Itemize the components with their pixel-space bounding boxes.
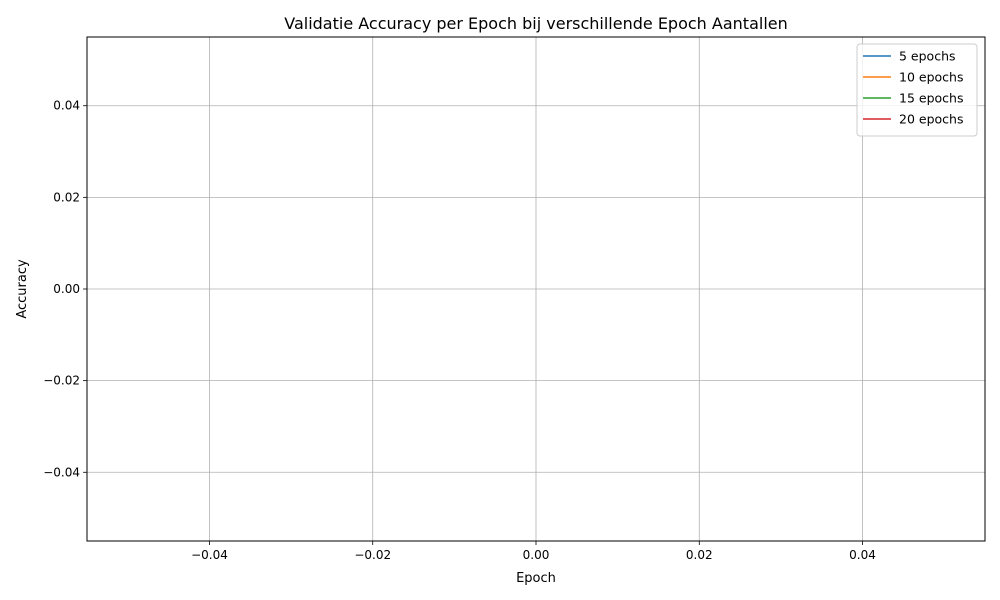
x-tick-label: −0.02 (354, 548, 391, 562)
y-tick-label: −0.04 (43, 465, 80, 479)
y-axis-ticks: −0.04 −0.02 0.00 0.02 0.04 (43, 99, 87, 479)
legend-entry: 10 epochs (899, 70, 963, 85)
legend-entry: 5 epochs (899, 49, 956, 64)
chart-title: Validatie Accuracy per Epoch bij verschi… (284, 14, 788, 33)
x-tick-label: −0.04 (191, 548, 228, 562)
x-tick-label: 0.02 (686, 548, 713, 562)
x-axis-ticks: −0.04 −0.02 0.00 0.02 0.04 (191, 541, 876, 562)
y-axis-label: Accuracy (15, 259, 30, 319)
x-tick-label: 0.00 (523, 548, 550, 562)
x-axis-label: Epoch (516, 571, 556, 586)
legend-entry: 20 epochs (899, 112, 963, 127)
legend-box (856, 43, 978, 137)
x-tick-label: 0.04 (849, 548, 876, 562)
legend-entry: 15 epochs (899, 91, 963, 106)
y-tick-label: 0.00 (53, 282, 80, 296)
y-tick-label: −0.02 (43, 374, 80, 388)
legend: 5 epochs 10 epochs 15 epochs 20 epochs (856, 43, 978, 137)
y-tick-label: 0.02 (53, 190, 80, 204)
y-tick-label: 0.04 (53, 99, 80, 113)
grid (87, 37, 985, 541)
